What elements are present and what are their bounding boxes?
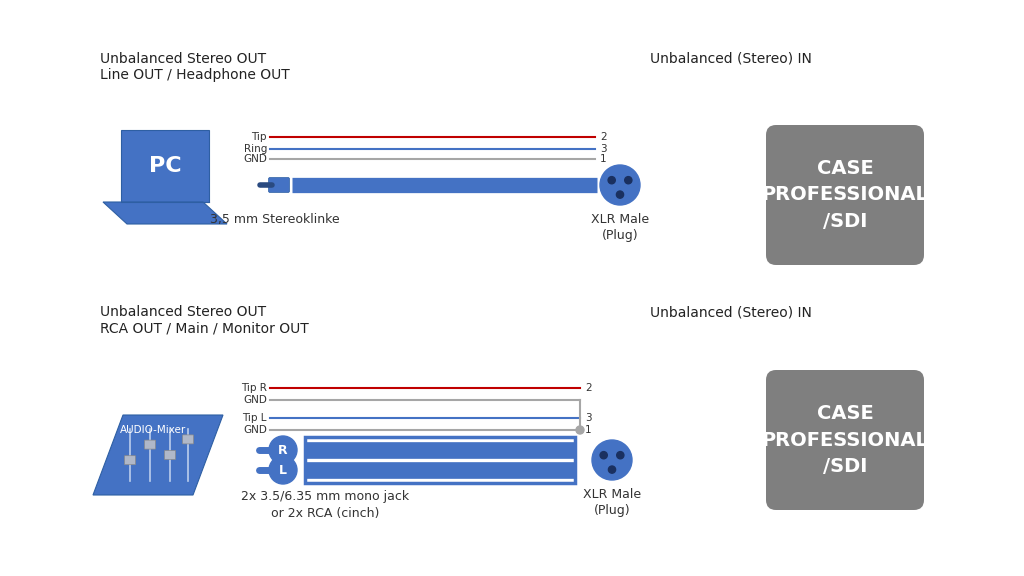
- FancyBboxPatch shape: [182, 435, 194, 444]
- Circle shape: [269, 456, 297, 484]
- FancyBboxPatch shape: [305, 437, 575, 483]
- Text: L: L: [279, 464, 287, 476]
- Text: XLR Male
(Plug): XLR Male (Plug): [583, 488, 641, 517]
- Text: 3,5 mm Stereoklinke: 3,5 mm Stereoklinke: [210, 213, 340, 226]
- Text: Unbalanced Stereo OUT: Unbalanced Stereo OUT: [100, 52, 266, 66]
- Text: Unbalanced (Stereo) IN: Unbalanced (Stereo) IN: [650, 305, 812, 319]
- Text: Unbalanced (Stereo) IN: Unbalanced (Stereo) IN: [650, 52, 812, 66]
- Circle shape: [575, 426, 584, 434]
- Text: 1: 1: [600, 154, 606, 164]
- Text: CASE
PROFESSIONAL
/SDI: CASE PROFESSIONAL /SDI: [762, 404, 929, 476]
- Text: AUDIO-Mixer: AUDIO-Mixer: [120, 425, 186, 435]
- Text: 3: 3: [600, 144, 606, 154]
- Text: RCA OUT / Main / Monitor OUT: RCA OUT / Main / Monitor OUT: [100, 321, 309, 335]
- Circle shape: [616, 191, 624, 198]
- FancyBboxPatch shape: [268, 177, 290, 192]
- FancyBboxPatch shape: [766, 125, 924, 265]
- Circle shape: [608, 466, 615, 473]
- FancyBboxPatch shape: [766, 370, 924, 510]
- Text: Tip L: Tip L: [243, 413, 267, 423]
- Circle shape: [269, 436, 297, 464]
- Circle shape: [608, 177, 615, 184]
- Circle shape: [592, 440, 632, 480]
- Text: Line OUT / Headphone OUT: Line OUT / Headphone OUT: [100, 68, 290, 82]
- Text: PC: PC: [148, 156, 181, 176]
- Text: CASE
PROFESSIONAL
/SDI: CASE PROFESSIONAL /SDI: [762, 159, 929, 231]
- FancyBboxPatch shape: [125, 456, 135, 465]
- Text: GND: GND: [243, 395, 267, 405]
- Text: 1: 1: [585, 425, 592, 435]
- Circle shape: [600, 452, 607, 459]
- Text: Tip: Tip: [252, 132, 267, 142]
- Circle shape: [600, 165, 640, 205]
- Text: GND: GND: [243, 154, 267, 164]
- Text: XLR Male
(Plug): XLR Male (Plug): [591, 213, 649, 242]
- Polygon shape: [121, 130, 209, 202]
- FancyBboxPatch shape: [144, 440, 156, 449]
- Text: 3: 3: [585, 413, 592, 423]
- Polygon shape: [93, 415, 223, 495]
- Polygon shape: [103, 202, 227, 224]
- Text: Unbalanced Stereo OUT: Unbalanced Stereo OUT: [100, 305, 266, 319]
- Text: 2x 3.5/6.35 mm mono jack
or 2x RCA (cinch): 2x 3.5/6.35 mm mono jack or 2x RCA (cinc…: [241, 490, 409, 520]
- Text: R: R: [279, 444, 288, 457]
- Text: 2: 2: [585, 383, 592, 393]
- Text: 2: 2: [600, 132, 606, 142]
- Text: Tip R: Tip R: [241, 383, 267, 393]
- Circle shape: [625, 177, 632, 184]
- FancyBboxPatch shape: [165, 450, 175, 460]
- Text: GND: GND: [243, 425, 267, 435]
- Text: Ring: Ring: [244, 144, 267, 154]
- Circle shape: [616, 452, 624, 459]
